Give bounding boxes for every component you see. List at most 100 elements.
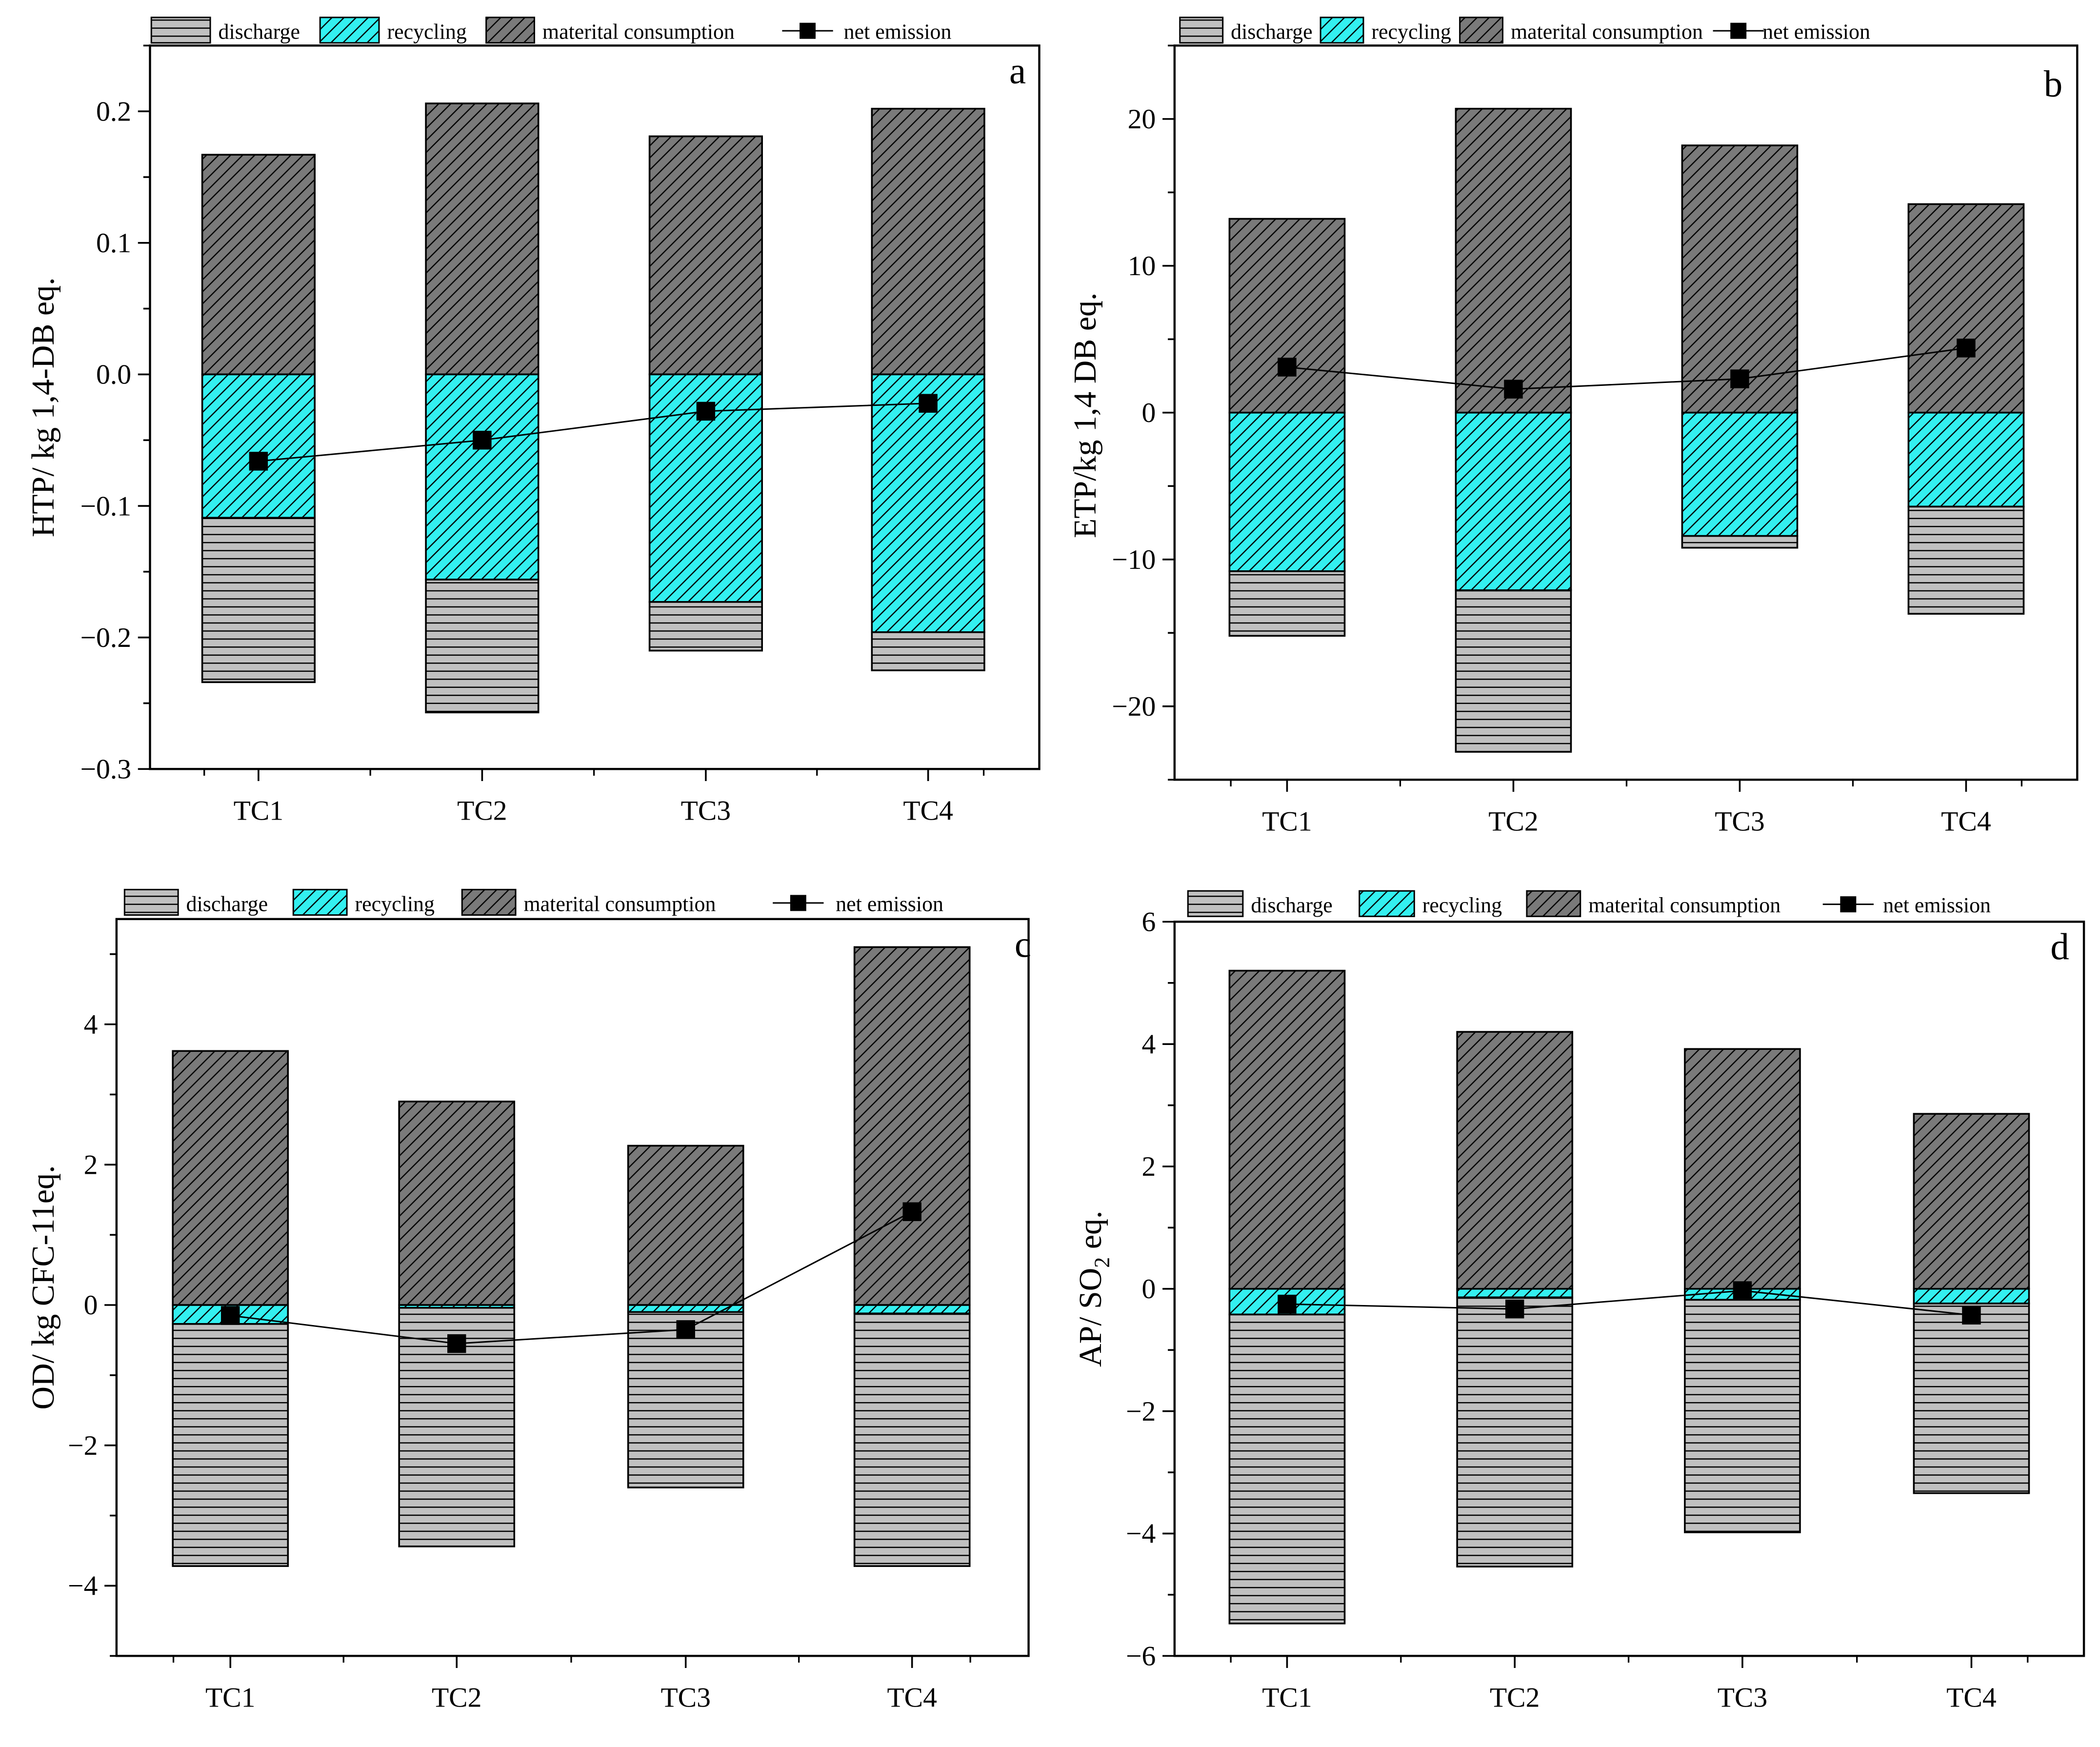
- net-emission-point: [447, 1334, 466, 1353]
- material-bar: [425, 102, 540, 376]
- y-tick-label: 0.0: [96, 360, 131, 390]
- ylabel-a: HTP/ kg 1,4-DB eq.: [25, 277, 61, 537]
- y-tick-label: 0: [1142, 398, 1156, 428]
- y-tick-label: −2: [68, 1430, 98, 1461]
- panel-label-a: a: [1009, 49, 1026, 91]
- legend-label: discharge: [186, 892, 268, 916]
- y-tick-label: −0.1: [80, 491, 131, 522]
- x-tick-label: TC2: [432, 1683, 482, 1713]
- material-bar: [1228, 218, 1346, 414]
- material-bar: [1913, 1113, 2030, 1290]
- x-tick-label: TC2: [457, 796, 507, 826]
- recycling-bar: [1907, 412, 2025, 508]
- ylabel-d-part3: eq.: [1073, 1211, 1108, 1257]
- legend-b: discharge recycling materital consumption n…: [1179, 17, 1870, 44]
- panel-b: discharge recycling materital consumption n…: [1067, 17, 2079, 837]
- y-tick-label: −4: [1126, 1519, 1156, 1549]
- discharge-bar: [1228, 1313, 1346, 1625]
- legend-label: materital consumption: [1511, 20, 1703, 44]
- net-emission-line: [1287, 1290, 1972, 1316]
- legend-label: net emission: [844, 20, 952, 44]
- legend-label: recycling: [355, 892, 435, 916]
- legend-d: discharge recycling materital consumption n…: [1187, 890, 1991, 917]
- legend-recycling-swatch: [1359, 890, 1415, 917]
- y-tick-label: 20: [1128, 104, 1156, 135]
- y-tick-label: 2: [84, 1150, 98, 1181]
- ylabel-d: AP/ SO2 eq.: [1073, 1211, 1114, 1367]
- material-bar: [1456, 1031, 1574, 1290]
- axes-c: −4 −2 0 2 4 TC1 TC2 TC3 TC4: [68, 918, 1030, 1713]
- legend-label: materital consumption: [542, 20, 735, 44]
- x-tick-label: TC4: [1946, 1683, 1997, 1713]
- material-bar: [1684, 1048, 1801, 1290]
- y-tick-label: −20: [1112, 691, 1156, 722]
- discharge-bar: [1455, 589, 1572, 753]
- discharge-bar: [648, 601, 763, 652]
- recycling-bar: [201, 373, 316, 519]
- x-tick-label: TC1: [1262, 1683, 1312, 1713]
- legend-label: net emission: [1883, 893, 1991, 917]
- y-tick-label: −0.2: [80, 622, 131, 653]
- recycling-bar: [425, 373, 540, 581]
- panel-label-d: d: [2050, 925, 2069, 967]
- y-tick-label: −2: [1126, 1396, 1156, 1427]
- recycling-bar: [1681, 412, 1799, 537]
- x-tick-label: TC4: [1941, 806, 1991, 837]
- legend-label: discharge: [1251, 893, 1332, 917]
- axes-a: −0.3 −0.2 −0.1 0.0 0.1 0.2 TC1 TC2 TC3 TC4: [80, 44, 1040, 826]
- y-tick-label: 0.2: [96, 96, 131, 127]
- panel-d: discharge recycling materital consumption n…: [1073, 890, 2085, 1713]
- x-tick-label: TC1: [205, 1683, 256, 1713]
- material-bar: [1681, 144, 1799, 414]
- legend-label: discharge: [219, 20, 300, 44]
- y-tick-label: 0.1: [96, 228, 131, 259]
- net-emission-point: [696, 402, 716, 421]
- y-tick-label: −6: [1126, 1641, 1156, 1671]
- legend-discharge-swatch: [123, 888, 179, 916]
- discharge-bar: [172, 1323, 289, 1567]
- y-tick-label: −0.3: [80, 754, 131, 785]
- discharge-bar: [1907, 505, 2025, 615]
- recycling-bar: [1228, 412, 1346, 572]
- y-tick-label: −4: [68, 1571, 98, 1602]
- material-bar: [1907, 203, 2025, 414]
- ylabel-b: ETP/kg 1,4 DB eq.: [1067, 293, 1103, 538]
- y-tick-label: 4: [84, 1009, 98, 1040]
- legend-c: discharge recycling materital consumption n…: [123, 888, 943, 916]
- legend-material-swatch: [461, 888, 517, 916]
- legend-discharge-swatch: [1179, 17, 1224, 44]
- net-emission-point: [676, 1320, 695, 1339]
- recycling-bar: [1455, 412, 1572, 591]
- discharge-bar: [201, 517, 316, 683]
- recycling-bar: [871, 373, 985, 633]
- material-bar: [853, 946, 971, 1306]
- material-bar: [871, 108, 985, 376]
- ylabel-d-part1: AP/ SO: [1073, 1268, 1108, 1367]
- legend-material-swatch: [1526, 890, 1581, 917]
- x-tick-label: TC3: [1718, 1683, 1768, 1713]
- discharge-bar: [425, 579, 540, 714]
- y-tick-label: 6: [1142, 907, 1156, 938]
- legend-discharge-swatch: [1187, 890, 1244, 917]
- discharge-bar: [853, 1312, 971, 1567]
- net-emission-line: [258, 402, 928, 462]
- x-tick-label: TC3: [681, 796, 731, 826]
- recycling-bar: [853, 1304, 971, 1315]
- net-emission-point: [902, 1202, 921, 1221]
- discharge-bar: [1456, 1296, 1574, 1567]
- y-tick-label: 4: [1142, 1029, 1156, 1060]
- x-tick-label: TC3: [1715, 806, 1765, 837]
- net-emission-point: [1278, 1294, 1297, 1314]
- x-tick-label: TC4: [887, 1683, 937, 1713]
- net-emission-point: [1504, 380, 1523, 399]
- panel-label-b: b: [2044, 63, 2062, 105]
- material-bar: [1455, 108, 1572, 414]
- legend-label: recycling: [1422, 893, 1502, 917]
- legend-net-emission-marker: [790, 895, 806, 911]
- legend-recycling-swatch: [292, 888, 348, 916]
- y-tick-label: 2: [1142, 1151, 1156, 1182]
- legend-net-emission-marker: [1840, 896, 1857, 913]
- legend-a: discharge recycling materital consumption n…: [150, 17, 952, 44]
- legend-net-emission-marker: [1730, 22, 1747, 39]
